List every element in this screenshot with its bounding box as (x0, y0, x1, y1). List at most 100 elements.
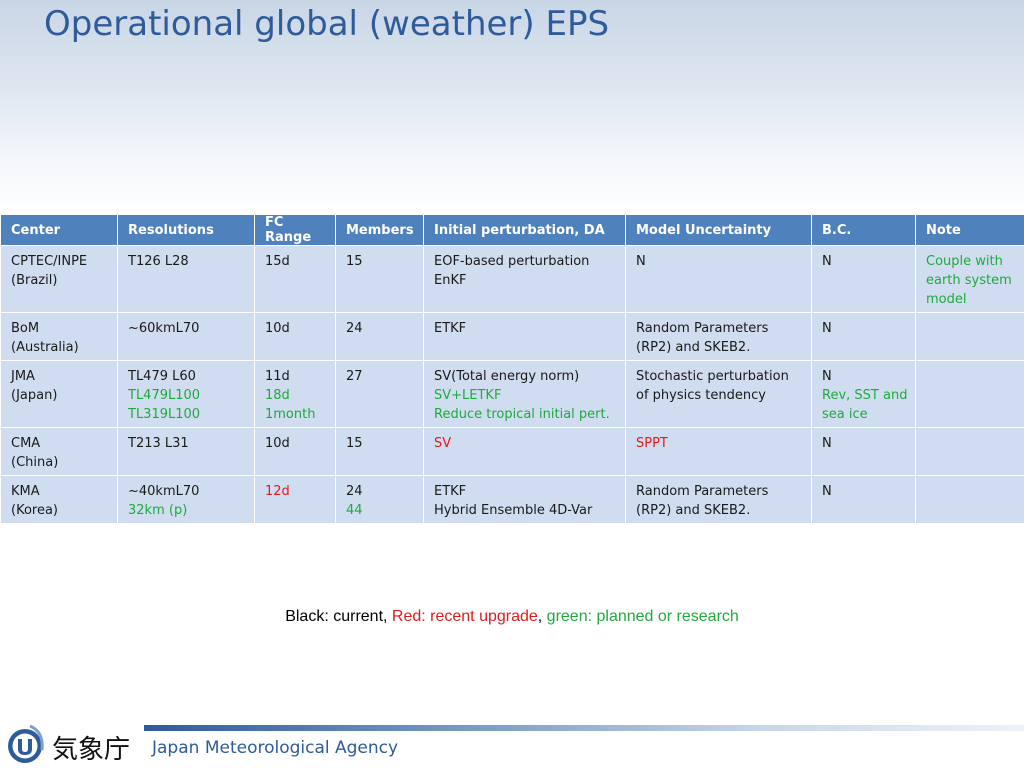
table-cell: TL479 L60 TL479L100 TL319L100 (117, 360, 255, 428)
cell-line: (Korea) (11, 503, 58, 518)
cell-line: ~60kmL70 (128, 321, 200, 336)
cell-line: N (822, 321, 832, 336)
table-cell: N Rev, SST and sea ice (811, 360, 916, 428)
table-row: KMA (Korea) ~40kmL70 32km (p) 12d 24 44 ETKF Hyb… (0, 475, 1024, 524)
table-cell: 15d (254, 245, 336, 313)
table-cell: 24 (335, 312, 424, 361)
table-cell: Random Parameters (RP2) and SKEB2. (625, 312, 812, 361)
table-cell: JMA (Japan) (0, 360, 118, 428)
cell-line: (Australia) (11, 340, 79, 355)
column-header: Model Uncertainty (625, 214, 812, 246)
table-row: CPTEC/INPE (Brazil) T126 L28 15d 15 EOF-based… (0, 245, 1024, 313)
column-header: Resolutions (117, 214, 255, 246)
cell-line: (Brazil) (11, 273, 58, 288)
table-cell: 24 44 (335, 475, 424, 524)
table-cell: EOF-based perturbation EnKF (423, 245, 626, 313)
cell-line: CMA (11, 436, 41, 451)
table-cell: BoM (Australia) (0, 312, 118, 361)
cell-line: SPPT (636, 436, 668, 451)
cell-line: Random Parameters (636, 321, 769, 336)
table-cell (915, 360, 1024, 428)
cell-line: Rev, SST and (822, 388, 908, 403)
cell-line: 24 (346, 321, 363, 336)
table-row: JMA (Japan) TL479 L60 TL479L100 TL319L100 11d… (0, 360, 1024, 428)
cell-line: 1month (265, 407, 316, 422)
cell-line: Reduce tropical initial pert. (434, 407, 610, 422)
cell-line: CPTEC/INPE (11, 254, 88, 269)
cell-line: (Japan) (11, 388, 58, 403)
column-header: FC Range (254, 214, 336, 246)
table-cell: 15 (335, 245, 424, 313)
table-row: CMA (China) T213 L31 10d 15 SV SPPT N (0, 427, 1024, 476)
cell-line: 18d (265, 388, 290, 403)
footer-bar (144, 725, 1024, 731)
legend-separator: , (537, 608, 547, 625)
cell-line: N (822, 436, 832, 451)
cell-line: 24 (346, 484, 363, 499)
legend-green: green: planned or research (546, 608, 739, 625)
cell-line: 44 (346, 503, 363, 518)
cell-line: of physics tendency (636, 388, 766, 403)
cell-line: 32km (p) (128, 503, 188, 518)
cell-line: N (822, 254, 832, 269)
column-header: Note (915, 214, 1024, 246)
legend-black: Black: current, (285, 608, 392, 625)
table-cell: ~60kmL70 (117, 312, 255, 361)
table-cell: 12d (254, 475, 336, 524)
cell-line: 10d (265, 321, 290, 336)
table-cell: CPTEC/INPE (Brazil) (0, 245, 118, 313)
cell-line: 15 (346, 436, 363, 451)
cell-line: JMA (11, 369, 35, 384)
cell-line: (China) (11, 455, 59, 470)
cell-line: SV+LETKF (434, 388, 502, 403)
cell-line: BoM (11, 321, 40, 336)
cell-line: Stochastic perturbation (636, 369, 789, 384)
cell-line: N (822, 484, 832, 499)
eps-table: Center Resolutions FC Range Members Initial … (0, 214, 1024, 524)
table-cell: 27 (335, 360, 424, 428)
table-cell: CMA (China) (0, 427, 118, 476)
column-header: Initial perturbation, DA (423, 214, 626, 246)
table-cell: N (625, 245, 812, 313)
column-header: Members (335, 214, 424, 246)
table-cell: KMA (Korea) (0, 475, 118, 524)
table-header-row: Center Resolutions FC Range Members Initial … (0, 214, 1024, 246)
table-cell: 10d (254, 312, 336, 361)
table-cell: 10d (254, 427, 336, 476)
cell-line: TL479 L60 (128, 369, 196, 384)
table-cell: SV(Total energy norm) SV+LETKF Reduce trop… (423, 360, 626, 428)
cell-line: N (636, 254, 646, 269)
cell-line: Hybrid Ensemble 4D-Var (434, 503, 593, 518)
table-cell (915, 427, 1024, 476)
table-row: BoM (Australia) ~60kmL70 10d 24 ETKF Random Pa… (0, 312, 1024, 361)
table-cell: N (811, 475, 916, 524)
table-cell: 11d 18d 1month (254, 360, 336, 428)
cell-line: TL479L100 (128, 388, 201, 403)
jma-logo-icon (8, 724, 44, 763)
table-cell: N (811, 427, 916, 476)
table-cell: SV (423, 427, 626, 476)
table-cell: Stochastic perturbation of physics tenden… (625, 360, 812, 428)
table-cell: N (811, 312, 916, 361)
cell-line: 11d (265, 369, 290, 384)
cell-line: KMA (11, 484, 40, 499)
slide-title: Operational global (weather) EPS (44, 4, 610, 44)
table-cell: 15 (335, 427, 424, 476)
cell-line: T213 L31 (128, 436, 189, 451)
table-cell: ~40kmL70 32km (p) (117, 475, 255, 524)
column-header: Center (0, 214, 118, 246)
table-cell: ETKF (423, 312, 626, 361)
table-cell: T126 L28 (117, 245, 255, 313)
table-cell: ETKF Hybrid Ensemble 4D-Var (423, 475, 626, 524)
cell-line: EOF-based perturbation (434, 254, 590, 269)
cell-line: 10d (265, 436, 290, 451)
cell-line: Couple with (926, 254, 1003, 269)
cell-line: model (926, 292, 967, 307)
cell-line: ETKF (434, 321, 467, 336)
agency-name-english: Japan Meteorological Agency (152, 738, 399, 758)
legend-red: Red: recent upgrade (391, 608, 538, 625)
cell-line: 27 (346, 369, 363, 384)
table-cell (915, 312, 1024, 361)
cell-line: TL319L100 (128, 407, 201, 422)
cell-line: (RP2) and SKEB2. (636, 503, 751, 518)
